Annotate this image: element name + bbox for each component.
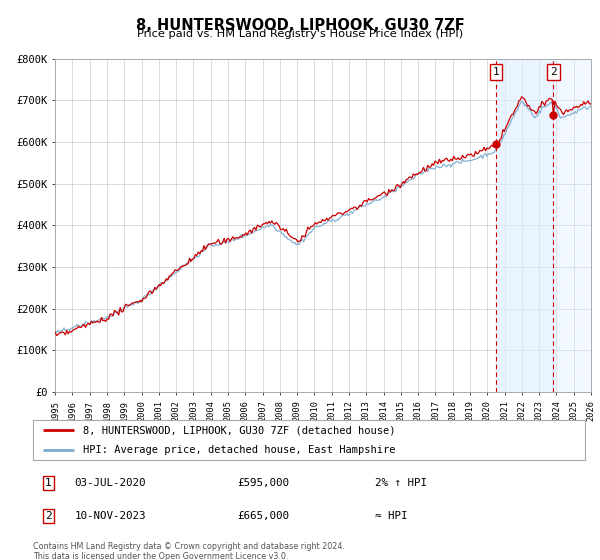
Text: Price paid vs. HM Land Registry's House Price Index (HPI): Price paid vs. HM Land Registry's House … xyxy=(137,29,463,39)
Text: 10-NOV-2023: 10-NOV-2023 xyxy=(74,511,146,521)
Text: ≈ HPI: ≈ HPI xyxy=(375,511,408,521)
Text: Contains HM Land Registry data © Crown copyright and database right 2024.
This d: Contains HM Land Registry data © Crown c… xyxy=(33,542,345,560)
Text: £665,000: £665,000 xyxy=(237,511,289,521)
Text: 8, HUNTERSWOOD, LIPHOOK, GU30 7ZF: 8, HUNTERSWOOD, LIPHOOK, GU30 7ZF xyxy=(136,18,464,33)
Bar xyxy=(553,59,591,392)
Text: 2: 2 xyxy=(45,511,52,521)
Text: 2% ↑ HPI: 2% ↑ HPI xyxy=(375,478,427,488)
Text: 1: 1 xyxy=(45,478,52,488)
Text: HPI: Average price, detached house, East Hampshire: HPI: Average price, detached house, East… xyxy=(83,445,395,455)
Text: £595,000: £595,000 xyxy=(237,478,289,488)
Text: 2: 2 xyxy=(550,67,557,77)
Bar xyxy=(496,59,553,392)
Text: 03-JUL-2020: 03-JUL-2020 xyxy=(74,478,146,488)
Text: 8, HUNTERSWOOD, LIPHOOK, GU30 7ZF (detached house): 8, HUNTERSWOOD, LIPHOOK, GU30 7ZF (detac… xyxy=(83,426,395,436)
Text: 1: 1 xyxy=(493,67,499,77)
